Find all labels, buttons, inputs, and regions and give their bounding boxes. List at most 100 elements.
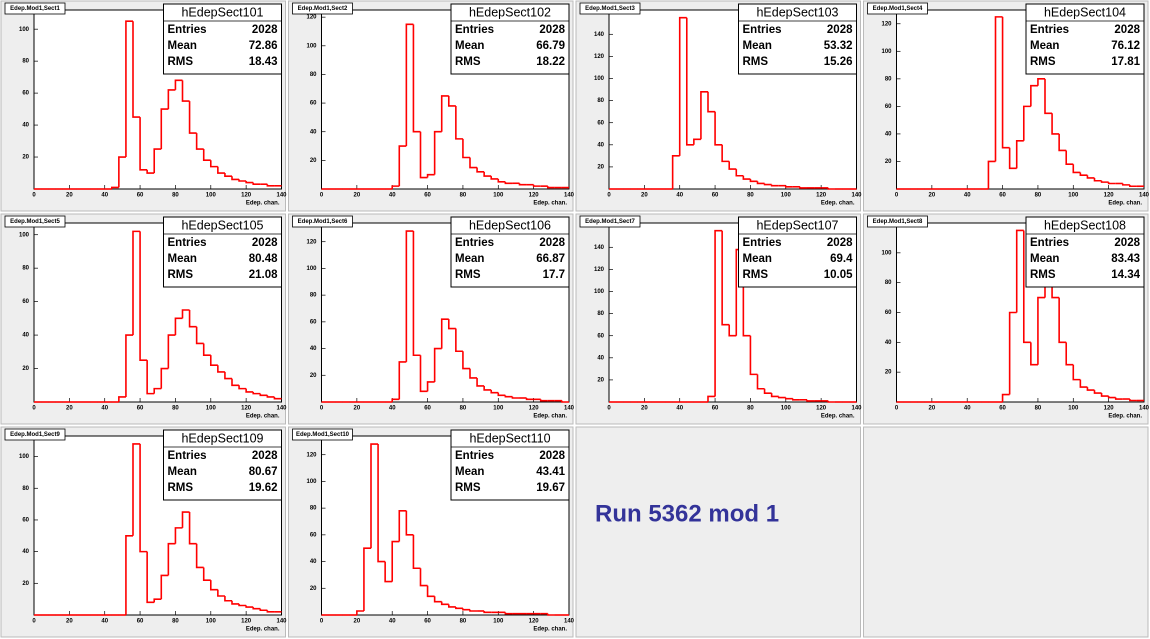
- x-tick-label: 120: [241, 619, 252, 625]
- y-tick-label: 100: [594, 289, 605, 295]
- pad: 0 20 40 60 80 100 120 140 20 40 60 80 100 120 Edep. ch…: [288, 213, 575, 425]
- pad-title: Edep.Mod1,Sect3: [585, 6, 635, 12]
- histogram-bin: [384, 561, 393, 583]
- x-tick-label: 100: [781, 193, 792, 199]
- x-tick-label: 120: [816, 193, 827, 199]
- stats-value: 14.34: [1111, 269, 1140, 281]
- stats-value: 17.7: [543, 269, 565, 281]
- histogram-bin: [377, 444, 386, 563]
- y-tick-label: 40: [22, 333, 29, 339]
- histogram-bin: [132, 230, 141, 336]
- histogram-bin: [405, 23, 414, 147]
- histogram-bin: [160, 367, 169, 389]
- stats-label: RMS: [743, 269, 769, 281]
- x-tick-label: 80: [172, 406, 179, 412]
- x-axis-label: Edep. chan.: [533, 201, 567, 207]
- y-tick-label: 80: [22, 486, 29, 492]
- y-tick-label: 20: [22, 366, 29, 372]
- y-tick-label: 60: [597, 120, 604, 126]
- x-tick-label: 40: [964, 193, 971, 199]
- histogram-bin: [1015, 229, 1024, 313]
- histogram-bin: [1058, 133, 1067, 152]
- y-tick-label: 20: [22, 155, 29, 161]
- stats-label: RMS: [1030, 56, 1056, 68]
- pad-title: Edep.Mod1,Sect6: [298, 219, 348, 225]
- histogram-bin: [153, 598, 162, 603]
- y-tick-label: 80: [597, 98, 604, 104]
- histogram-bin: [784, 185, 793, 188]
- histogram-bin: [238, 603, 247, 607]
- x-tick-label: 120: [529, 406, 540, 412]
- x-tick-label: 140: [564, 193, 575, 199]
- y-tick-label: 20: [597, 377, 604, 383]
- histogram-bin: [174, 317, 183, 336]
- stats-box: [1025, 216, 1145, 288]
- stats-label: Entries: [743, 237, 782, 249]
- stats-label: Entries: [168, 237, 207, 249]
- histogram-bin: [440, 318, 449, 349]
- x-tick-label: 20: [354, 406, 361, 412]
- title-box: [4, 215, 66, 228]
- stats-name: hEdepSect101: [181, 5, 263, 19]
- x-tick-label: 0: [895, 193, 899, 199]
- histogram-bin: [238, 385, 247, 390]
- title-box: [579, 215, 641, 228]
- histogram-bin: [455, 606, 463, 610]
- x-tick-label: 0: [320, 619, 324, 625]
- y-tick-label: 20: [310, 373, 317, 379]
- x-tick-label: 140: [1139, 406, 1150, 412]
- stats-box: [163, 216, 282, 288]
- x-tick-label: 0: [607, 406, 611, 412]
- histogram-bin: [146, 360, 155, 395]
- histogram-bin: [511, 396, 520, 399]
- x-tick-label: 60: [712, 406, 719, 412]
- x-tick-label: 60: [137, 619, 144, 625]
- stats-label: Entries: [168, 450, 207, 462]
- histogram-bin: [209, 355, 218, 366]
- histogram-bin: [561, 400, 569, 403]
- histogram-bin: [1022, 105, 1031, 141]
- x-tick-label: 140: [276, 406, 287, 412]
- x-tick-label: 80: [172, 619, 179, 625]
- histogram-bin: [447, 319, 456, 330]
- y-tick-label: 80: [885, 280, 892, 286]
- stats-label: Entries: [455, 24, 494, 36]
- title-box: [292, 215, 353, 228]
- histogram-bin: [231, 176, 240, 181]
- x-tick-label: 140: [851, 193, 862, 199]
- histogram-bin: [252, 391, 261, 395]
- histogram-bin: [546, 613, 555, 616]
- histogram-bin: [132, 443, 141, 536]
- x-axis-label: Edep. chan.: [1108, 201, 1142, 207]
- histogram-bin: [188, 512, 197, 545]
- y-tick-label: 100: [306, 43, 317, 49]
- histogram-bin: [1044, 78, 1053, 115]
- histogram-bin: [469, 157, 478, 169]
- x-tick-label: 0: [32, 193, 36, 199]
- histogram-bin: [987, 160, 996, 189]
- stats-value: 10.05: [824, 269, 853, 281]
- y-tick-label: 60: [22, 91, 29, 97]
- y-tick-label: 80: [310, 72, 317, 78]
- histogram-bin: [1107, 182, 1116, 185]
- pad: 0 20 40 60 80 100 120 140 20 40 60 80 100 Edep. chan.…: [0, 0, 287, 212]
- histogram-bin: [525, 397, 534, 401]
- stats-value: 80.67: [249, 466, 278, 478]
- histogram-bin: [356, 610, 364, 615]
- histogram-bin: [391, 398, 400, 402]
- histogram-bin: [426, 381, 435, 392]
- x-tick-label: 60: [999, 406, 1006, 412]
- histogram-bin: [532, 184, 541, 187]
- x-tick-label: 120: [1104, 193, 1115, 199]
- x-tick-label: 100: [206, 619, 217, 625]
- histogram-bin: [1001, 16, 1010, 149]
- stats-label: RMS: [455, 269, 481, 281]
- y-tick-label: 140: [594, 32, 605, 38]
- x-tick-label: 140: [1139, 193, 1150, 199]
- x-tick-label: 40: [676, 193, 683, 199]
- histogram-bin: [462, 608, 470, 611]
- histogram-bin: [146, 551, 155, 604]
- histogram-bin: [217, 166, 225, 174]
- x-axis-label: Edep. chan.: [533, 414, 567, 420]
- histogram-bin: [139, 231, 148, 361]
